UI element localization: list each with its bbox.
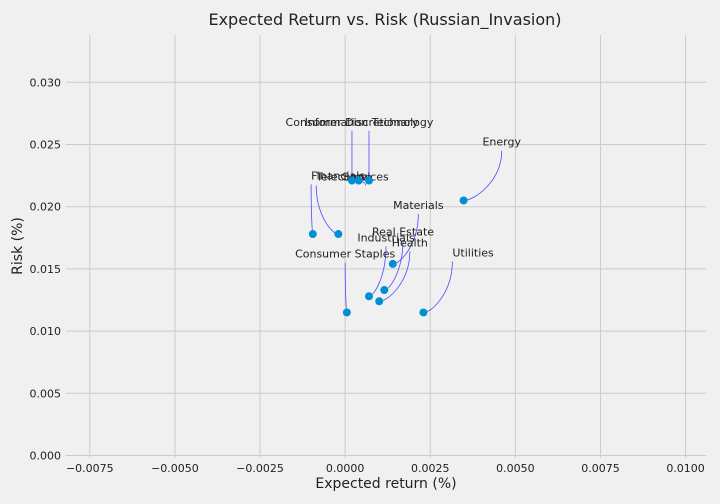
grid-layer — [66, 35, 706, 458]
x-tick-label: −0.0075 — [66, 462, 114, 475]
x-tick-label: 0.0100 — [666, 462, 705, 475]
y-tick-label: 0.025 — [30, 138, 62, 151]
y-axis-label: Risk (%) — [10, 217, 26, 275]
chart-title: Expected Return vs. Risk (Russian_Invasi… — [208, 10, 561, 30]
point-label: Information Technology — [305, 116, 434, 129]
leader-lines — [310, 130, 503, 313]
data-point — [308, 230, 317, 239]
data-points — [308, 176, 468, 317]
point-label: Real Estate — [372, 225, 434, 238]
x-tick-label: −0.0025 — [236, 462, 284, 475]
x-tick-label: 0.0000 — [326, 462, 365, 475]
leader-line — [463, 150, 503, 201]
leader-line — [310, 184, 314, 235]
data-point — [380, 286, 389, 295]
y-tick-label: 0.000 — [30, 450, 62, 463]
data-point — [347, 176, 356, 185]
data-point — [459, 196, 468, 205]
x-ticks: −0.0075 −0.0050 −0.0025 0.0000 0.0025 0.0050 0… — [66, 462, 705, 475]
leader-line — [315, 185, 339, 235]
x-axis-label: Expected return (%) — [315, 476, 456, 492]
x-tick-label: 0.0025 — [411, 462, 450, 475]
data-point — [342, 308, 351, 317]
point-label: Health — [392, 237, 428, 250]
x-tick-label: 0.0075 — [581, 462, 620, 475]
y-tick-label: 0.015 — [30, 263, 62, 276]
y-tick-label: 0.010 — [30, 325, 62, 338]
point-label: Industrials — [357, 232, 415, 245]
data-point — [375, 297, 384, 306]
y-tick-label: 0.030 — [30, 76, 62, 89]
y-tick-label: 0.005 — [30, 387, 62, 400]
point-label: Consumer Discretionary — [286, 116, 419, 129]
data-point — [354, 176, 363, 185]
x-tick-label: 0.0050 — [496, 462, 535, 475]
data-point — [364, 292, 373, 301]
point-label: Utilities — [452, 246, 494, 259]
point-label: Materials — [393, 199, 444, 212]
y-ticks: 0.000 0.005 0.010 0.015 0.020 0.025 0.030 — [30, 76, 62, 462]
data-point — [388, 259, 397, 268]
y-tick-label: 0.020 — [30, 201, 62, 214]
x-tick-label: −0.0050 — [151, 462, 199, 475]
data-point — [419, 308, 428, 317]
data-point — [364, 176, 373, 185]
point-label: Consumer Staples — [295, 248, 395, 261]
point-label: Energy — [482, 136, 521, 149]
data-point — [334, 230, 343, 239]
